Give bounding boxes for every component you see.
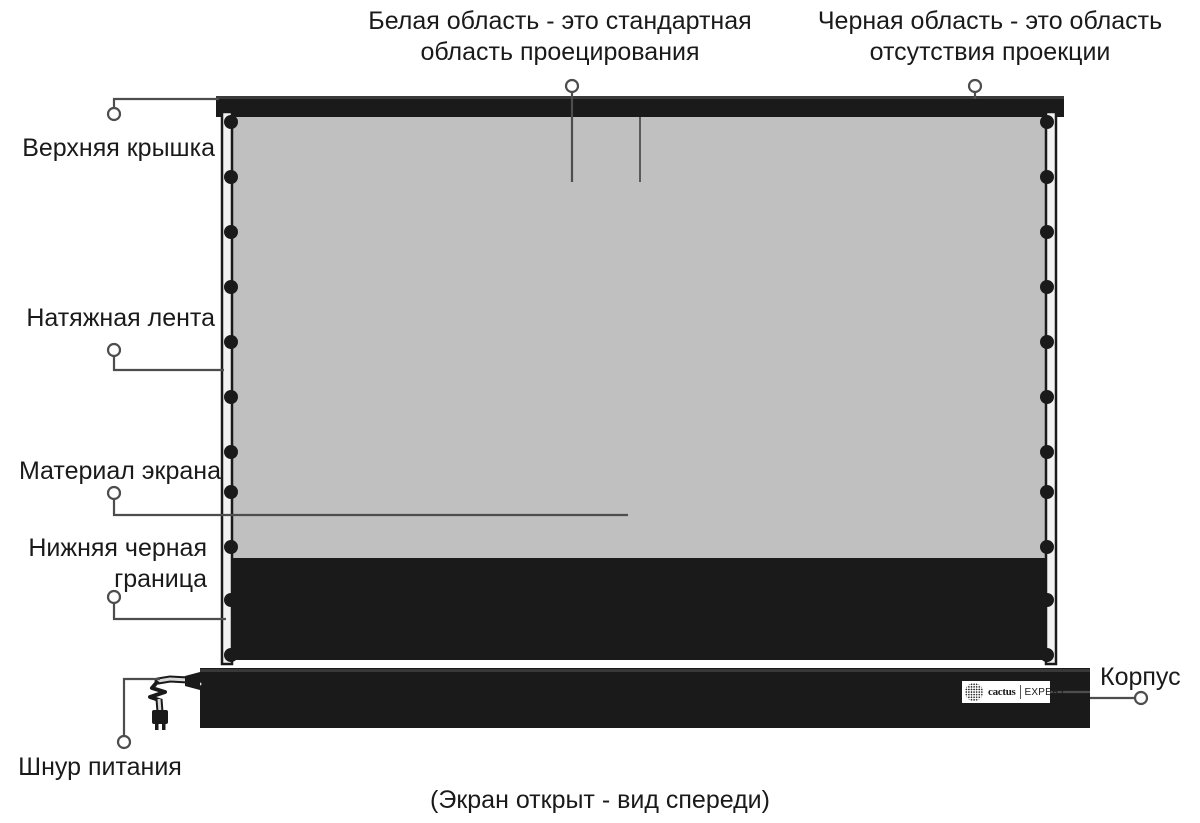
housing-bar-highlight: [200, 669, 1090, 672]
projection-area-white-region: [228, 116, 1052, 558]
callout-white-area: Белая область - это стандартная область …: [368, 7, 752, 66]
leader-dot-black-area: [967, 78, 983, 94]
brand-name: cactus: [988, 686, 1016, 698]
leader-tension-band: [112, 357, 224, 372]
label-power-cord: Шнур питания: [18, 753, 182, 781]
top-cap-highlight: [216, 96, 1064, 99]
leader-screen-material: [112, 500, 628, 517]
logo-divider: [1019, 685, 1021, 699]
dotted-sphere-icon: [964, 682, 984, 702]
brand-suffix: EXPERT: [1024, 686, 1066, 698]
label-screen-material: Материал экрана: [18, 457, 221, 485]
leader-dot-top-cap: [106, 106, 122, 122]
leader-dot-tension-band: [106, 342, 122, 358]
top-cap-bar: [216, 96, 1064, 117]
label-housing: Корпус: [1100, 663, 1181, 691]
housing-bar: [200, 668, 1090, 728]
label-top-cap: Верхняя крышка: [22, 134, 215, 162]
power-cord-icon: [148, 672, 204, 730]
leader-dot-screen-material: [106, 485, 122, 501]
tension-band-right-rail: [1044, 110, 1058, 666]
bottom-black-border-region: [228, 558, 1052, 660]
leader-dot-white-area: [564, 78, 580, 94]
diagram-caption: (Экран открыт - вид спереди): [430, 786, 770, 814]
tension-band-left-tabs: [224, 115, 238, 662]
leader-dot-housing: [1133, 690, 1149, 706]
label-bottom-black-border: Нижняя черная граница: [28, 534, 207, 593]
leader-dot-power-cord: [116, 734, 132, 750]
tension-band-left-rail: [220, 110, 234, 666]
leader-lines: [106, 78, 1149, 750]
tension-band-right-tabs: [1040, 115, 1054, 662]
brand-logo-plate: cactus EXPERT: [962, 681, 1065, 703]
leader-top-cap: [112, 97, 219, 108]
leader-dot-bottom-border: [106, 589, 122, 605]
leader-bottom-border: [112, 604, 226, 621]
callout-black-area: Черная область - это область отсутствия …: [817, 7, 1163, 66]
leader-power-cord: [122, 677, 160, 735]
label-tension-band: Натяжная лента: [26, 304, 215, 332]
